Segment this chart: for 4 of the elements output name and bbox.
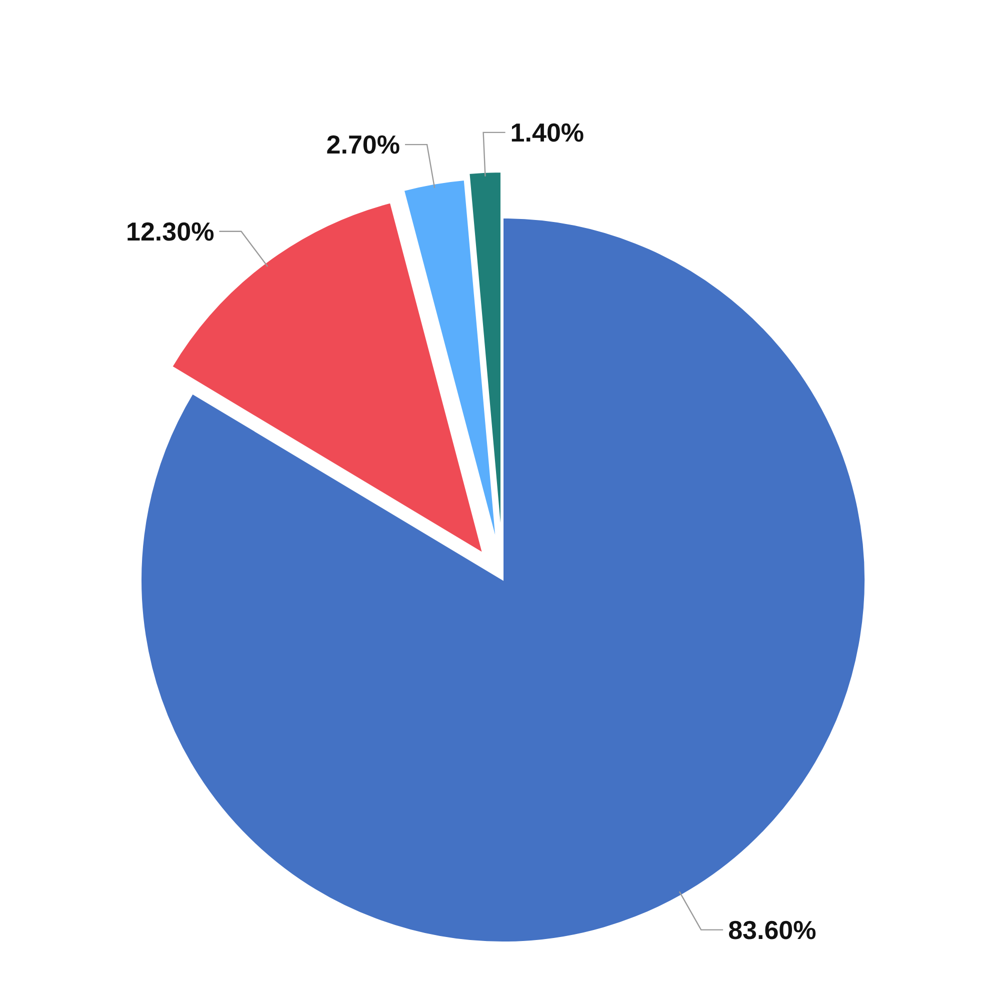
data-label: 83.60% bbox=[728, 914, 816, 945]
data-label: 2.70% bbox=[326, 130, 400, 160]
data-label: 12.30% bbox=[126, 216, 214, 246]
data-label: 1.40% bbox=[510, 118, 584, 148]
